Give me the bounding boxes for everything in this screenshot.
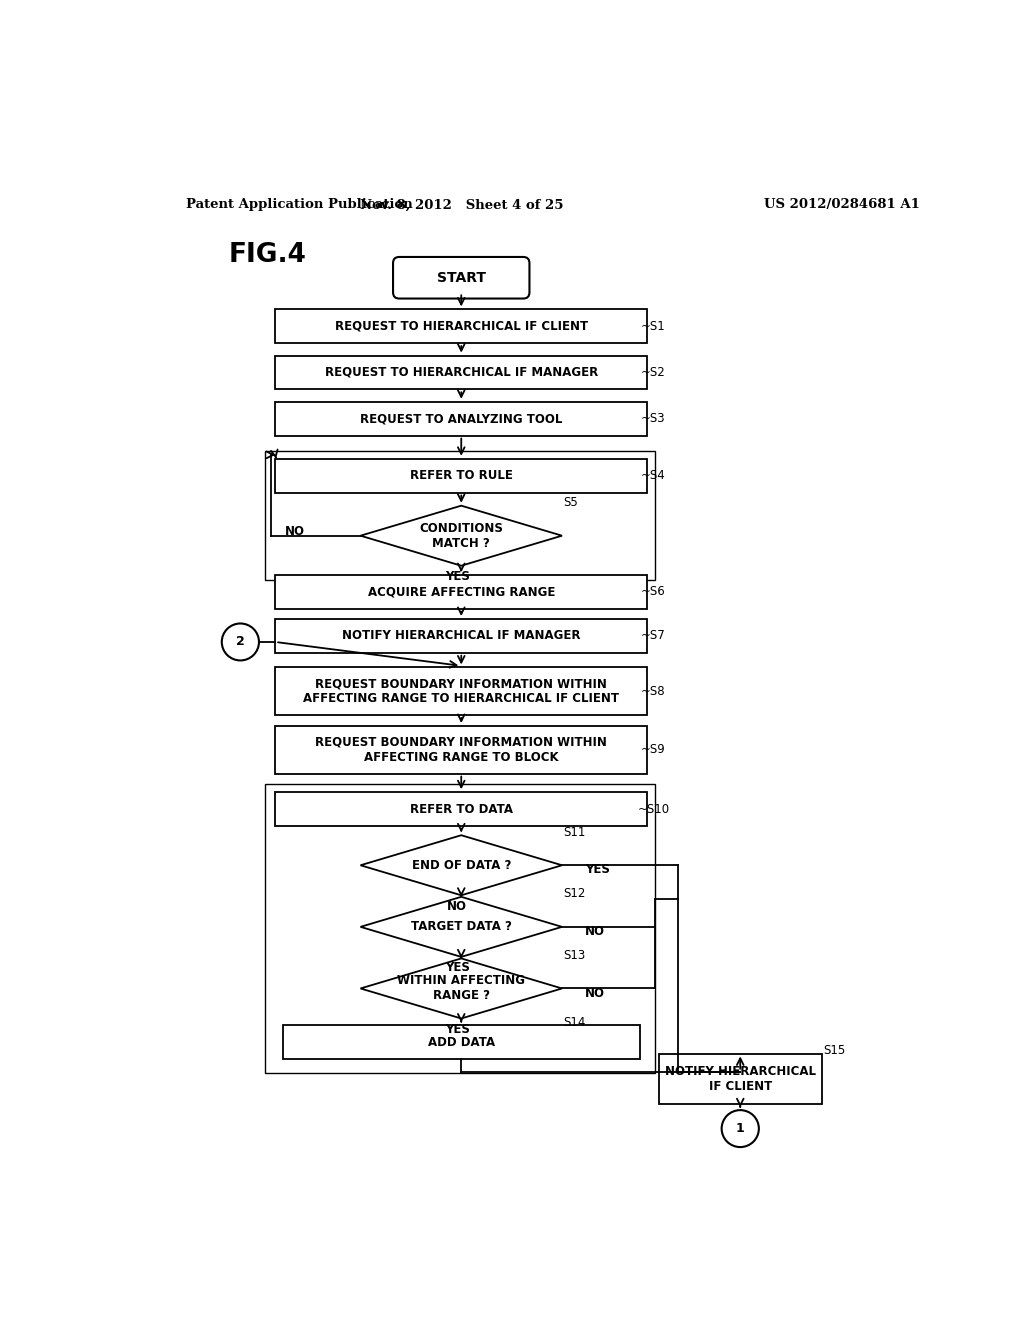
Text: ~S1: ~S1 — [641, 319, 666, 333]
Text: S5: S5 — [563, 496, 579, 510]
Polygon shape — [360, 836, 562, 895]
Text: END OF DATA ?: END OF DATA ? — [412, 859, 511, 871]
Text: REFER TO RULE: REFER TO RULE — [410, 469, 513, 482]
Text: REFER TO DATA: REFER TO DATA — [410, 803, 513, 816]
Text: NOTIFY HIERARCHICAL IF MANAGER: NOTIFY HIERARCHICAL IF MANAGER — [342, 630, 581, 643]
Text: S11: S11 — [563, 825, 586, 838]
FancyBboxPatch shape — [275, 401, 647, 436]
Text: NO: NO — [285, 525, 304, 539]
Text: ADD DATA: ADD DATA — [428, 1036, 495, 1049]
Circle shape — [222, 623, 259, 660]
Text: ~S10: ~S10 — [637, 803, 670, 816]
FancyBboxPatch shape — [275, 726, 647, 774]
FancyBboxPatch shape — [283, 1026, 640, 1059]
Text: CONDITIONS
MATCH ?: CONDITIONS MATCH ? — [419, 521, 503, 549]
Text: YES: YES — [445, 961, 470, 974]
Polygon shape — [360, 506, 562, 566]
Text: 2: 2 — [236, 635, 245, 648]
Text: S14: S14 — [563, 1016, 586, 1028]
Text: ~S4: ~S4 — [641, 469, 666, 482]
FancyBboxPatch shape — [275, 792, 647, 826]
Text: YES: YES — [445, 570, 470, 583]
Text: YES: YES — [445, 1023, 470, 1036]
Text: ACQUIRE AFFECTING RANGE: ACQUIRE AFFECTING RANGE — [368, 585, 555, 598]
Text: S15: S15 — [823, 1044, 846, 1057]
Polygon shape — [360, 896, 562, 957]
Text: ~S2: ~S2 — [641, 366, 666, 379]
Text: REQUEST TO ANALYZING TOOL: REQUEST TO ANALYZING TOOL — [360, 412, 562, 425]
FancyBboxPatch shape — [275, 668, 647, 715]
Text: ~S7: ~S7 — [641, 630, 666, 643]
Text: ~S3: ~S3 — [641, 412, 666, 425]
FancyBboxPatch shape — [275, 459, 647, 492]
FancyBboxPatch shape — [275, 355, 647, 389]
Text: Nov. 8, 2012   Sheet 4 of 25: Nov. 8, 2012 Sheet 4 of 25 — [359, 198, 563, 211]
FancyBboxPatch shape — [275, 309, 647, 343]
Text: YES: YES — [586, 863, 610, 876]
FancyBboxPatch shape — [393, 257, 529, 298]
Text: S12: S12 — [563, 887, 586, 900]
Text: NOTIFY HIERARCHICAL
IF CLIENT: NOTIFY HIERARCHICAL IF CLIENT — [665, 1064, 816, 1093]
Text: NO: NO — [586, 986, 605, 999]
Text: REQUEST TO HIERARCHICAL IF MANAGER: REQUEST TO HIERARCHICAL IF MANAGER — [325, 366, 598, 379]
Text: 1: 1 — [736, 1122, 744, 1135]
Text: REQUEST TO HIERARCHICAL IF CLIENT: REQUEST TO HIERARCHICAL IF CLIENT — [335, 319, 588, 333]
Text: US 2012/0284681 A1: US 2012/0284681 A1 — [764, 198, 920, 211]
Text: ~S6: ~S6 — [641, 585, 666, 598]
Text: ~S9: ~S9 — [641, 743, 666, 756]
Text: NO: NO — [586, 925, 605, 939]
Text: REQUEST BOUNDARY INFORMATION WITHIN
AFFECTING RANGE TO HIERARCHICAL IF CLIENT: REQUEST BOUNDARY INFORMATION WITHIN AFFE… — [303, 677, 620, 705]
Text: TARGET DATA ?: TARGET DATA ? — [411, 920, 512, 933]
FancyBboxPatch shape — [275, 619, 647, 653]
Text: START: START — [437, 271, 485, 285]
FancyBboxPatch shape — [658, 1053, 821, 1104]
Text: Patent Application Publication: Patent Application Publication — [186, 198, 413, 211]
Text: S13: S13 — [563, 949, 586, 962]
Text: ~S8: ~S8 — [641, 685, 666, 698]
Circle shape — [722, 1110, 759, 1147]
Polygon shape — [360, 958, 562, 1019]
Text: NO: NO — [447, 899, 467, 912]
Text: FIG.4: FIG.4 — [228, 242, 306, 268]
FancyBboxPatch shape — [275, 576, 647, 609]
Text: WITHIN AFFECTING
RANGE ?: WITHIN AFFECTING RANGE ? — [397, 974, 525, 1002]
Text: REQUEST BOUNDARY INFORMATION WITHIN
AFFECTING RANGE TO BLOCK: REQUEST BOUNDARY INFORMATION WITHIN AFFE… — [315, 735, 607, 764]
